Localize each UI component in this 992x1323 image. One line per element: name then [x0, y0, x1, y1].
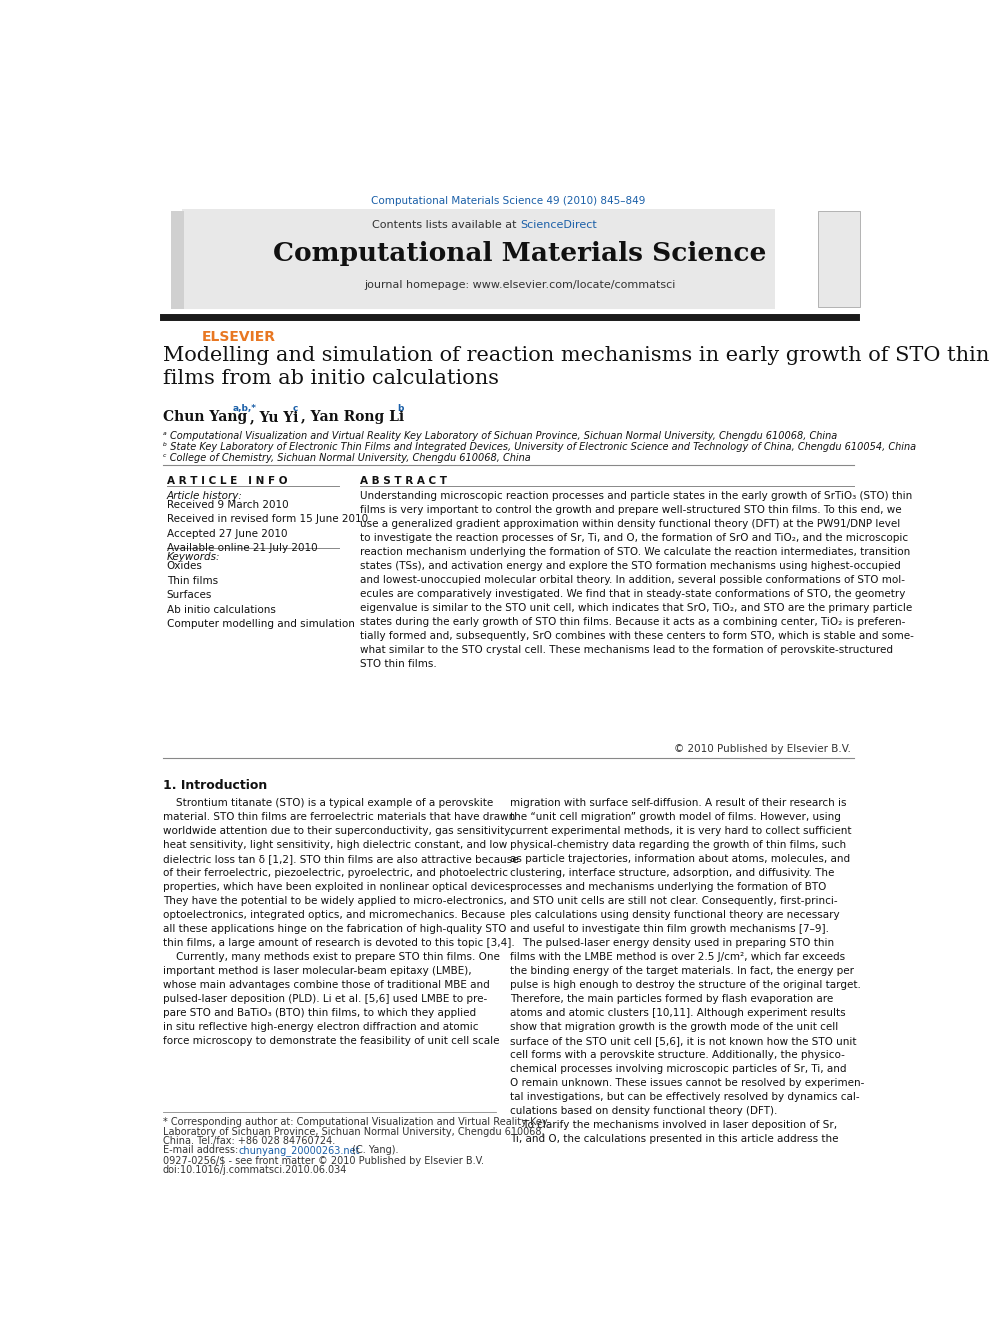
Text: Strontium titanate (STO) is a typical example of a perovskite
material. STO thin: Strontium titanate (STO) is a typical ex… [163, 798, 519, 1046]
Text: Contents lists available at: Contents lists available at [372, 221, 520, 230]
Text: Understanding microscopic reaction processes and particle states in the early gr: Understanding microscopic reaction proce… [360, 491, 915, 668]
Text: Laboratory of Sichuan Province, Sichuan Normal University, Chengdu 610068,: Laboratory of Sichuan Province, Sichuan … [163, 1127, 545, 1136]
Text: ᵇ State Key Laboratory of Electronic Thin Films and Integrated Devices, Universi: ᵇ State Key Laboratory of Electronic Thi… [163, 442, 916, 452]
Text: 0927-0256/$ - see front matter © 2010 Published by Elsevier B.V.: 0927-0256/$ - see front matter © 2010 Pu… [163, 1156, 484, 1166]
Text: b: b [397, 404, 403, 413]
Text: Received 9 March 2010
Received in revised form 15 June 2010
Accepted 27 June 201: Received 9 March 2010 Received in revise… [167, 500, 368, 553]
Bar [171, 212, 185, 308]
Text: Chun Yang: Chun Yang [163, 410, 247, 423]
Text: ᶜ College of Chemistry, Sichuan Normal University, Chengdu 610068, China: ᶜ College of Chemistry, Sichuan Normal U… [163, 452, 531, 463]
Text: c: c [293, 404, 299, 413]
Text: E-mail address:: E-mail address: [163, 1146, 241, 1155]
Text: Article history:: Article history: [167, 491, 242, 500]
Text: ELSEVIER: ELSEVIER [201, 329, 276, 344]
Text: * Corresponding author at: Computational Visualization and Virtual Reality Key: * Corresponding author at: Computational… [163, 1118, 548, 1127]
Text: ᵃ Computational Visualization and Virtual Reality Key Laboratory of Sichuan Prov: ᵃ Computational Visualization and Virtua… [163, 431, 837, 442]
Text: Oxides
Thin films
Surfaces
Ab initio calculations
Computer modelling and simulat: Oxides Thin films Surfaces Ab initio cal… [167, 561, 354, 628]
Text: 1. Introduction: 1. Introduction [163, 779, 267, 791]
Text: Computational Materials Science 49 (2010) 845–849: Computational Materials Science 49 (2010… [371, 196, 646, 205]
Text: (C. Yang).: (C. Yang). [349, 1146, 398, 1155]
Bar [817, 212, 860, 307]
Text: , Yu Yi: , Yu Yi [250, 410, 298, 423]
Text: chunyang_20000263.net: chunyang_20000263.net [239, 1146, 360, 1156]
Text: , Yan Rong Li: , Yan Rong Li [301, 410, 404, 423]
Text: © 2010 Published by Elsevier B.V.: © 2010 Published by Elsevier B.V. [675, 744, 851, 754]
Text: doi:10.1016/j.commatsci.2010.06.034: doi:10.1016/j.commatsci.2010.06.034 [163, 1166, 347, 1175]
Text: a,b,*: a,b,* [232, 404, 257, 413]
Text: Keywords:: Keywords: [167, 552, 220, 562]
Text: A R T I C L E   I N F O: A R T I C L E I N F O [167, 476, 287, 486]
Text: China. Tel./fax: +86 028 84760724.: China. Tel./fax: +86 028 84760724. [163, 1136, 335, 1146]
Text: migration with surface self-diffusion. A result of their research is
the “unit c: migration with surface self-diffusion. A… [510, 798, 864, 1144]
Bar [183, 209, 775, 308]
Text: ScienceDirect: ScienceDirect [520, 221, 596, 230]
Text: journal homepage: www.elsevier.com/locate/commatsci: journal homepage: www.elsevier.com/locat… [364, 280, 676, 291]
Text: Computational Materials Science: Computational Materials Science [273, 241, 767, 266]
Text: A B S T R A C T: A B S T R A C T [360, 476, 447, 486]
Text: Modelling and simulation of reaction mechanisms in early growth of STO thin
film: Modelling and simulation of reaction mec… [163, 345, 989, 389]
